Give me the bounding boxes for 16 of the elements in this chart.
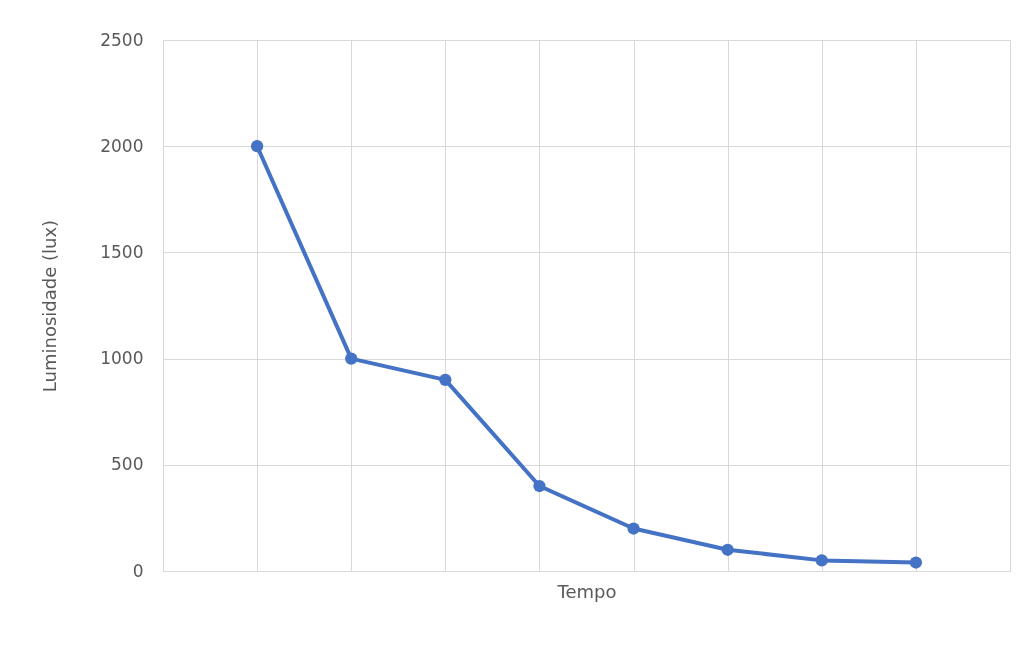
y-tick-label: 0 bbox=[132, 560, 144, 581]
point bbox=[721, 543, 734, 556]
x-axis-title: Tempo bbox=[556, 580, 617, 602]
y-tick-label: 1000 bbox=[100, 348, 144, 369]
y-tick-label: 2500 bbox=[100, 29, 144, 50]
point bbox=[627, 522, 640, 535]
y-axis-title: Luminosidade (lux) bbox=[39, 219, 61, 393]
y-tick-label: 500 bbox=[111, 454, 144, 475]
point bbox=[250, 140, 264, 153]
point bbox=[345, 352, 358, 365]
y-tick-label: 2000 bbox=[100, 135, 144, 156]
point bbox=[909, 556, 923, 569]
point bbox=[815, 554, 828, 567]
point bbox=[439, 373, 452, 386]
y-tick-label: 1500 bbox=[100, 241, 144, 262]
point bbox=[533, 479, 546, 493]
